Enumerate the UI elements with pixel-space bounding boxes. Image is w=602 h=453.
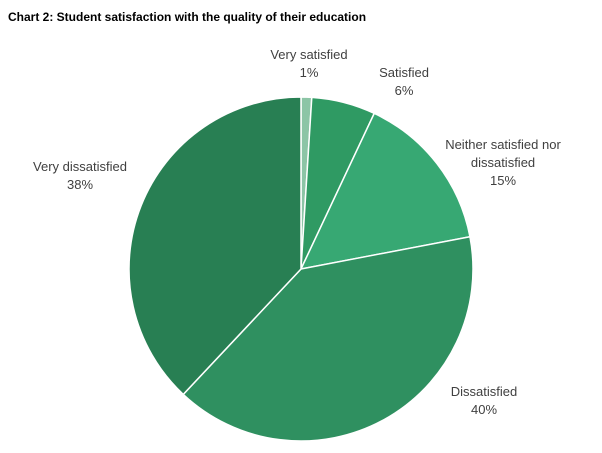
value-label: 15% xyxy=(489,173,517,188)
value-label: 6% xyxy=(394,83,414,98)
value-label: 40% xyxy=(470,402,498,417)
slice-label: Dissatisfied 40% xyxy=(429,383,539,419)
category-label: Neither satisfied nor dissatisfied xyxy=(445,137,561,170)
pie-slice xyxy=(128,96,302,396)
pie-slice xyxy=(182,235,474,442)
category-label: Dissatisfied xyxy=(450,384,518,399)
chart-title: Chart 2: Student satisfaction with the q… xyxy=(8,10,367,24)
slice-label: Very satisfied 1% xyxy=(249,46,369,82)
pie-slice xyxy=(299,112,471,271)
value-label: 1% xyxy=(299,65,319,80)
slice-label: Neither satisfied nor dissatisfied 15% xyxy=(428,136,578,190)
category-label: Satisfied xyxy=(379,65,429,80)
slice-label: Very dissatisfied 38% xyxy=(10,158,150,194)
slice-label: Satisfied 6% xyxy=(364,64,444,100)
category-label: Very satisfied xyxy=(270,47,348,62)
value-label: 38% xyxy=(66,177,94,192)
category-label: Very dissatisfied xyxy=(33,159,127,174)
